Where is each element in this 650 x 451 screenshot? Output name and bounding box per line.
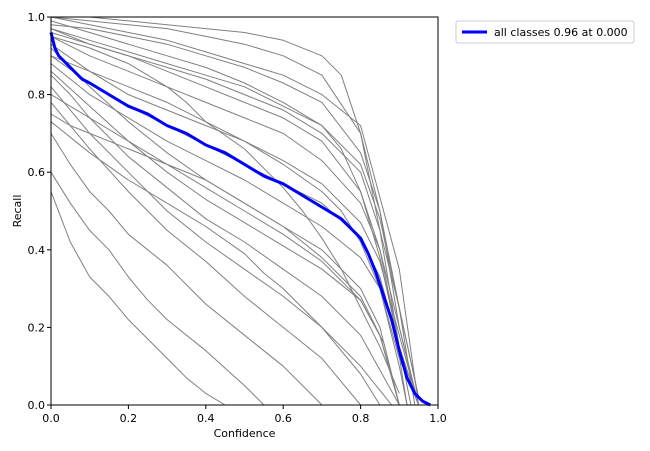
- curve-class-25: [50, 94, 400, 406]
- curve-class-8: [50, 63, 420, 406]
- curve-class-11: [50, 74, 400, 406]
- y-tick-label: 0.0: [28, 399, 46, 412]
- legend: all classes 0.96 at 0.000: [455, 20, 635, 44]
- curve-class-15: [50, 171, 265, 406]
- curve-class-23: [50, 16, 420, 406]
- curve-class-13: [50, 102, 361, 406]
- y-tick-label: 0.2: [28, 321, 46, 334]
- curve-class-3: [50, 24, 420, 398]
- curve-class-24: [50, 28, 416, 406]
- plot-frame: [50, 16, 439, 406]
- curves-group: [49, 16, 431, 407]
- curve-class-2: [50, 16, 420, 406]
- legend-label-all-classes: all classes 0.96 at 0.000: [494, 26, 628, 39]
- curve-class-19: [50, 32, 408, 406]
- curve-class-7: [50, 55, 420, 406]
- curve-class-21: [50, 113, 400, 406]
- x-tick-label: 1.0: [429, 412, 447, 425]
- x-tick-label: 0.0: [42, 412, 60, 425]
- legend-box: [455, 20, 635, 44]
- curve-class-22: [50, 121, 381, 406]
- curve-class-12: [50, 86, 392, 406]
- curve-class-18: [50, 20, 412, 406]
- x-axis-label: Confidence: [214, 427, 276, 440]
- x-axis-ticks: 0.0 0.2 0.4 0.6 0.8 1.0: [42, 405, 447, 425]
- y-tick-label: 1.0: [28, 11, 46, 24]
- y-axis-ticks: 0.0 0.2 0.4 0.6 0.8 1.0: [28, 11, 51, 412]
- y-tick-label: 0.6: [28, 166, 46, 179]
- x-tick-label: 0.6: [274, 412, 292, 425]
- curve-class-5: [50, 35, 420, 406]
- x-tick-label: 0.8: [352, 412, 370, 425]
- y-tick-label: 0.4: [28, 244, 46, 257]
- curve-class-17: [50, 35, 400, 394]
- y-axis-label: Recall: [11, 195, 24, 228]
- curve-all-classes: [49, 32, 431, 407]
- x-tick-label: 0.4: [197, 412, 215, 425]
- curve-class-16: [50, 191, 226, 406]
- curve-class-10: [50, 70, 400, 406]
- x-tick-label: 0.2: [120, 412, 138, 425]
- curve-class-14: [50, 133, 323, 406]
- y-tick-label: 0.8: [28, 89, 46, 102]
